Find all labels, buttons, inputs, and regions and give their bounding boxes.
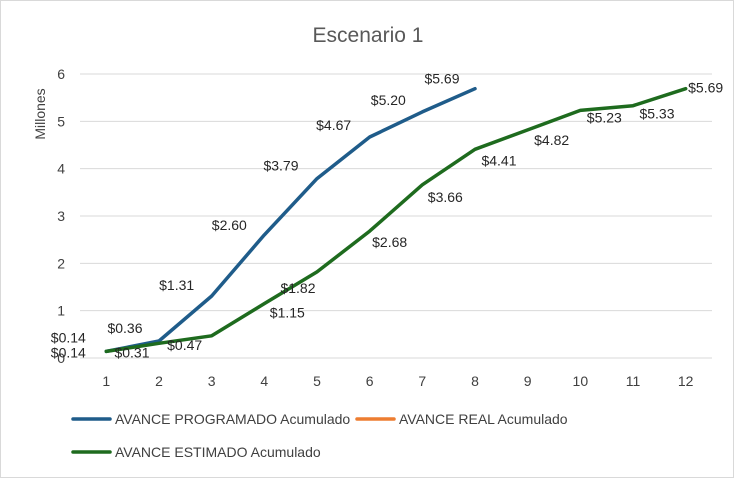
x-tick-label: 1 bbox=[102, 373, 110, 389]
series-line-1 bbox=[104, 86, 477, 354]
data-label: $5.23 bbox=[587, 109, 622, 125]
x-tick-label: 3 bbox=[208, 373, 216, 389]
x-tick-label: 9 bbox=[524, 373, 532, 389]
data-label: $4.41 bbox=[481, 152, 516, 168]
data-label: $3.79 bbox=[263, 158, 298, 174]
y-tick-label: 4 bbox=[57, 161, 65, 177]
data-label: $0.36 bbox=[107, 320, 142, 336]
data-label: $2.68 bbox=[372, 234, 407, 250]
chart-title: Escenario 1 bbox=[313, 24, 424, 47]
x-tick-label: 12 bbox=[678, 373, 694, 389]
data-label: $4.82 bbox=[534, 132, 569, 148]
series-lines bbox=[104, 86, 688, 354]
legend-label: AVANCE ESTIMADO Acumulado bbox=[115, 444, 321, 460]
y-tick-label: 2 bbox=[57, 255, 65, 271]
y-tick-label: 6 bbox=[57, 66, 65, 82]
x-tick-label: 5 bbox=[313, 373, 321, 389]
y-tick-label: 0 bbox=[57, 350, 65, 366]
series-line-3 bbox=[104, 86, 688, 354]
x-axis-ticks: 1 2 3 4 5 6 7 8 9 10 11 12 bbox=[102, 373, 693, 389]
data-label: $5.69 bbox=[688, 80, 723, 96]
data-label: $5.33 bbox=[639, 106, 674, 122]
data-label: $0.47 bbox=[167, 337, 202, 353]
data-label: $0.14 bbox=[51, 329, 86, 345]
x-tick-label: 10 bbox=[573, 373, 589, 389]
gridlines bbox=[80, 73, 712, 359]
y-axis-ticks: 0 1 2 3 4 5 6 bbox=[57, 66, 65, 366]
data-label: $4.67 bbox=[316, 117, 351, 133]
data-label: $0.31 bbox=[114, 344, 149, 360]
y-tick-label: 5 bbox=[57, 113, 65, 129]
y-axis-title: Millones bbox=[32, 88, 48, 139]
legend-label: AVANCE PROGRAMADO Acumulado bbox=[115, 411, 350, 427]
x-tick-label: 7 bbox=[418, 373, 426, 389]
data-labels: $0.14 $0.36 $1.31 $2.60 $3.79 $4.67 $5.20 $5.69… bbox=[51, 71, 724, 361]
y-tick-label: 1 bbox=[57, 303, 65, 319]
x-tick-label: 2 bbox=[155, 373, 163, 389]
data-label: $1.82 bbox=[280, 280, 315, 296]
data-label: $1.15 bbox=[270, 305, 305, 321]
legend-label: AVANCE REAL Acumulado bbox=[399, 411, 568, 427]
data-label: $0.14 bbox=[51, 344, 86, 360]
data-label: $1.31 bbox=[159, 277, 194, 293]
x-tick-label: 4 bbox=[260, 373, 268, 389]
y-tick-label: 3 bbox=[57, 208, 65, 224]
x-tick-label: 6 bbox=[366, 373, 374, 389]
x-tick-label: 8 bbox=[471, 373, 479, 389]
data-label: $5.69 bbox=[424, 71, 459, 87]
data-label: $2.60 bbox=[212, 217, 247, 233]
data-label: $3.66 bbox=[428, 189, 463, 205]
legend: AVANCE PROGRAMADO Acumulado AVANCE REAL A… bbox=[71, 411, 568, 460]
x-tick-label: 11 bbox=[626, 373, 641, 389]
data-label: $5.20 bbox=[371, 92, 406, 108]
